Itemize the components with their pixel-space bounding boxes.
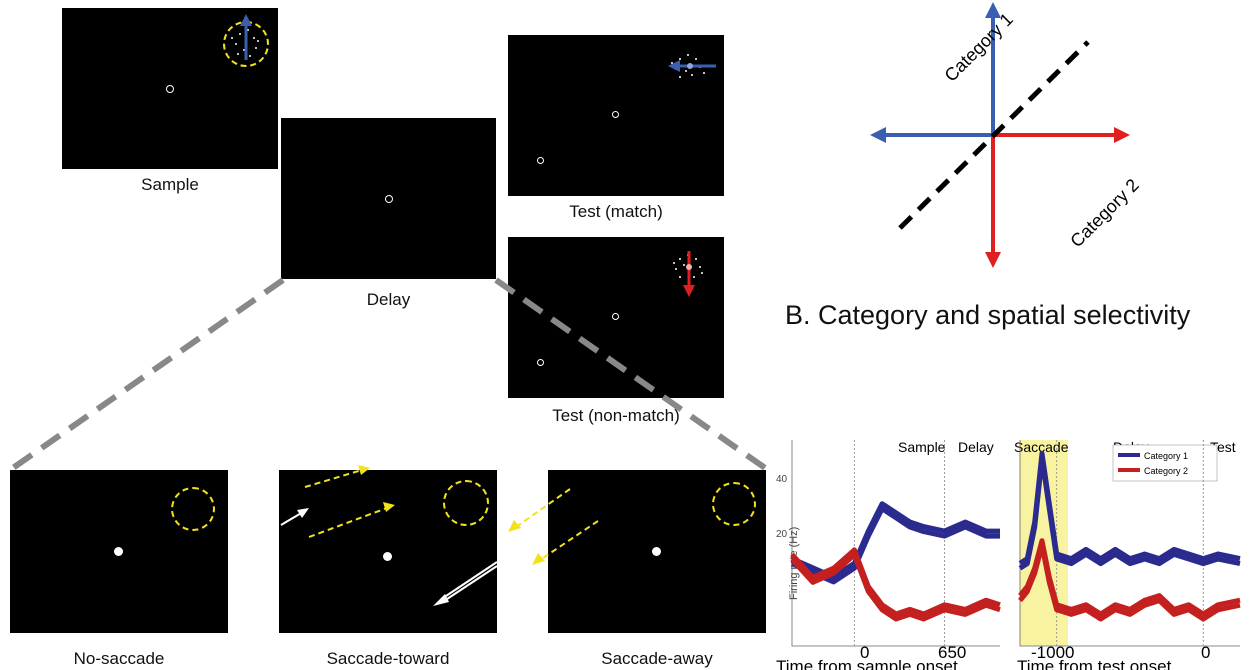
eye-movement-arrows xyxy=(280,502,498,606)
legend-category2: Category 2 xyxy=(1144,466,1188,476)
no-saccade-panel xyxy=(10,470,228,633)
category1-label: Category 1 xyxy=(941,9,1017,85)
saccade-away-caption: Saccade-away xyxy=(601,649,713,668)
sample-panel xyxy=(62,8,278,169)
delay-caption: Delay xyxy=(366,290,411,309)
xtick-0: 0 xyxy=(1201,643,1210,662)
category2-label: Category 2 xyxy=(1066,175,1142,251)
legend-category1: Category 1 xyxy=(1144,451,1188,461)
sample-caption: Sample xyxy=(141,175,199,194)
series-line-category-2 xyxy=(790,552,1001,622)
stimulus-aperture xyxy=(171,487,215,531)
fixation-point xyxy=(385,195,393,203)
category-boundary xyxy=(898,40,1090,230)
series-line-category-2 xyxy=(1018,543,1241,622)
epoch-saccade-label: Saccade xyxy=(1014,439,1069,455)
saccade-target xyxy=(537,359,544,366)
category-diagram: Category 1 Category 2 xyxy=(870,2,1143,268)
series-line-category-1 xyxy=(1018,450,1241,566)
fixation-point xyxy=(383,552,392,561)
fixation-point xyxy=(166,85,174,93)
ytick-40: 40 xyxy=(776,474,788,485)
fixation-point xyxy=(612,313,619,320)
chart-axis xyxy=(1019,440,1240,647)
test-nonmatch-motion-arrow xyxy=(673,251,703,297)
fixation-point xyxy=(652,547,661,556)
test-match-panel xyxy=(508,35,724,196)
saccade-away-panel xyxy=(548,470,766,633)
test-nonmatch-panel xyxy=(508,237,724,398)
saccade-target xyxy=(537,157,544,164)
series-line-category-1 xyxy=(790,501,1000,580)
test-match-motion-arrow xyxy=(668,54,716,78)
xtick-650: 650 xyxy=(938,643,966,662)
stimulus-aperture xyxy=(443,480,489,526)
series-line-category-1 xyxy=(790,506,1000,585)
x-axis-label: Time from test onset xyxy=(1017,657,1172,670)
test-match-caption: Test (match) xyxy=(569,202,663,221)
legend xyxy=(1112,444,1218,482)
test-nonmatch-caption: Test (non-match) xyxy=(552,406,680,425)
chart-axis xyxy=(791,440,1000,647)
saccade-toward-panel xyxy=(279,470,498,633)
ytick-20: 20 xyxy=(776,529,788,540)
epoch-sample-label: Sample xyxy=(898,439,946,455)
xtick-minus1000: -1000 xyxy=(1031,643,1074,662)
no-saccade-caption: No-saccade xyxy=(73,649,165,668)
xtick-0: 0 xyxy=(860,643,869,662)
saccade-toward-caption: Saccade-toward xyxy=(326,649,450,668)
sample-motion-arrow xyxy=(231,14,259,60)
section-b-title: B. Category and spatial selectivity xyxy=(785,300,1191,330)
epoch-delay-label: Delay xyxy=(958,439,994,455)
fixation-point xyxy=(114,547,123,556)
test-onset-chart: Saccade Delay Test Category 1 Category 2… xyxy=(1014,439,1241,670)
series-line-category-2 xyxy=(790,547,1001,617)
x-axis-label: Time from sample onset xyxy=(776,657,958,670)
fixation-point xyxy=(612,111,619,118)
sample-onset-chart: Sample Delay Firing rate (Hz) 20 40 0 65… xyxy=(776,439,1001,670)
stimulus-aperture xyxy=(712,482,756,526)
delay-panel xyxy=(281,118,496,279)
